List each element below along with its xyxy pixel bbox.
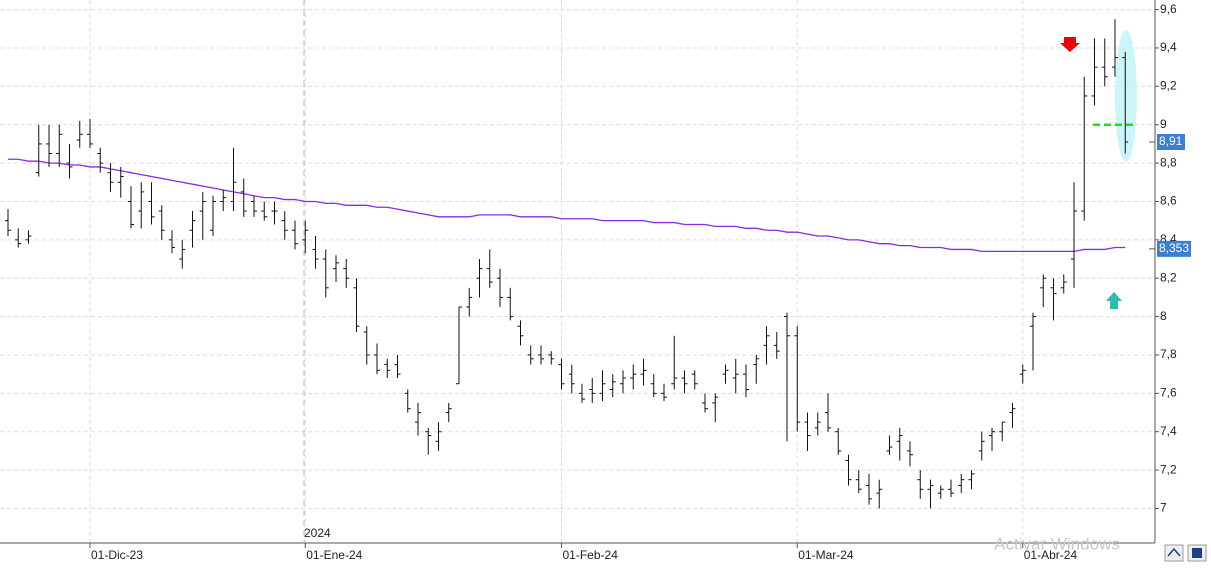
y-tick-label: 7,8 bbox=[1160, 347, 1177, 361]
y-tick-label: 8,6 bbox=[1160, 194, 1177, 208]
save-icon bbox=[1192, 548, 1202, 558]
buy-arrow bbox=[1106, 292, 1122, 309]
y-tick-label: 8,2 bbox=[1160, 270, 1177, 284]
scroll-button[interactable] bbox=[1164, 544, 1184, 562]
sell-arrow bbox=[1060, 37, 1080, 52]
x-tick-label: 01-Mar-24 bbox=[798, 548, 854, 562]
scroll-icon bbox=[1167, 547, 1181, 557]
x-tick-label: 01-Dic-23 bbox=[91, 548, 143, 562]
y-tick-label: 7,6 bbox=[1160, 386, 1177, 400]
price-tag bbox=[1157, 240, 1191, 257]
highlight-ellipse bbox=[1115, 30, 1137, 162]
y-tick-label: 9,2 bbox=[1160, 79, 1177, 93]
y-tick-label: 7 bbox=[1160, 501, 1167, 515]
y-tick-label: 9 bbox=[1160, 117, 1167, 131]
y-tick-label: 8 bbox=[1160, 309, 1167, 323]
x-tick-label: 01-Abr-24 bbox=[1024, 548, 1078, 562]
x-tick-label: 01-Ene-24 bbox=[306, 548, 362, 562]
price-tag bbox=[1157, 133, 1185, 150]
watermark: Activar Windows bbox=[994, 534, 1120, 553]
y-tick-label: 9,4 bbox=[1160, 40, 1177, 54]
price-tag-label: 8,353 bbox=[1159, 241, 1189, 255]
year-label: 2024 bbox=[304, 526, 331, 540]
price-tag-label: 8,91 bbox=[1159, 134, 1183, 148]
y-tick-label: 9,6 bbox=[1160, 2, 1177, 16]
y-tick-label: 7,4 bbox=[1160, 424, 1177, 438]
x-tick-label: 01-Feb-24 bbox=[563, 548, 619, 562]
y-tick-label: 8,8 bbox=[1160, 155, 1177, 169]
moving-average bbox=[8, 158, 1126, 253]
y-tick-label: 7,2 bbox=[1160, 462, 1177, 476]
